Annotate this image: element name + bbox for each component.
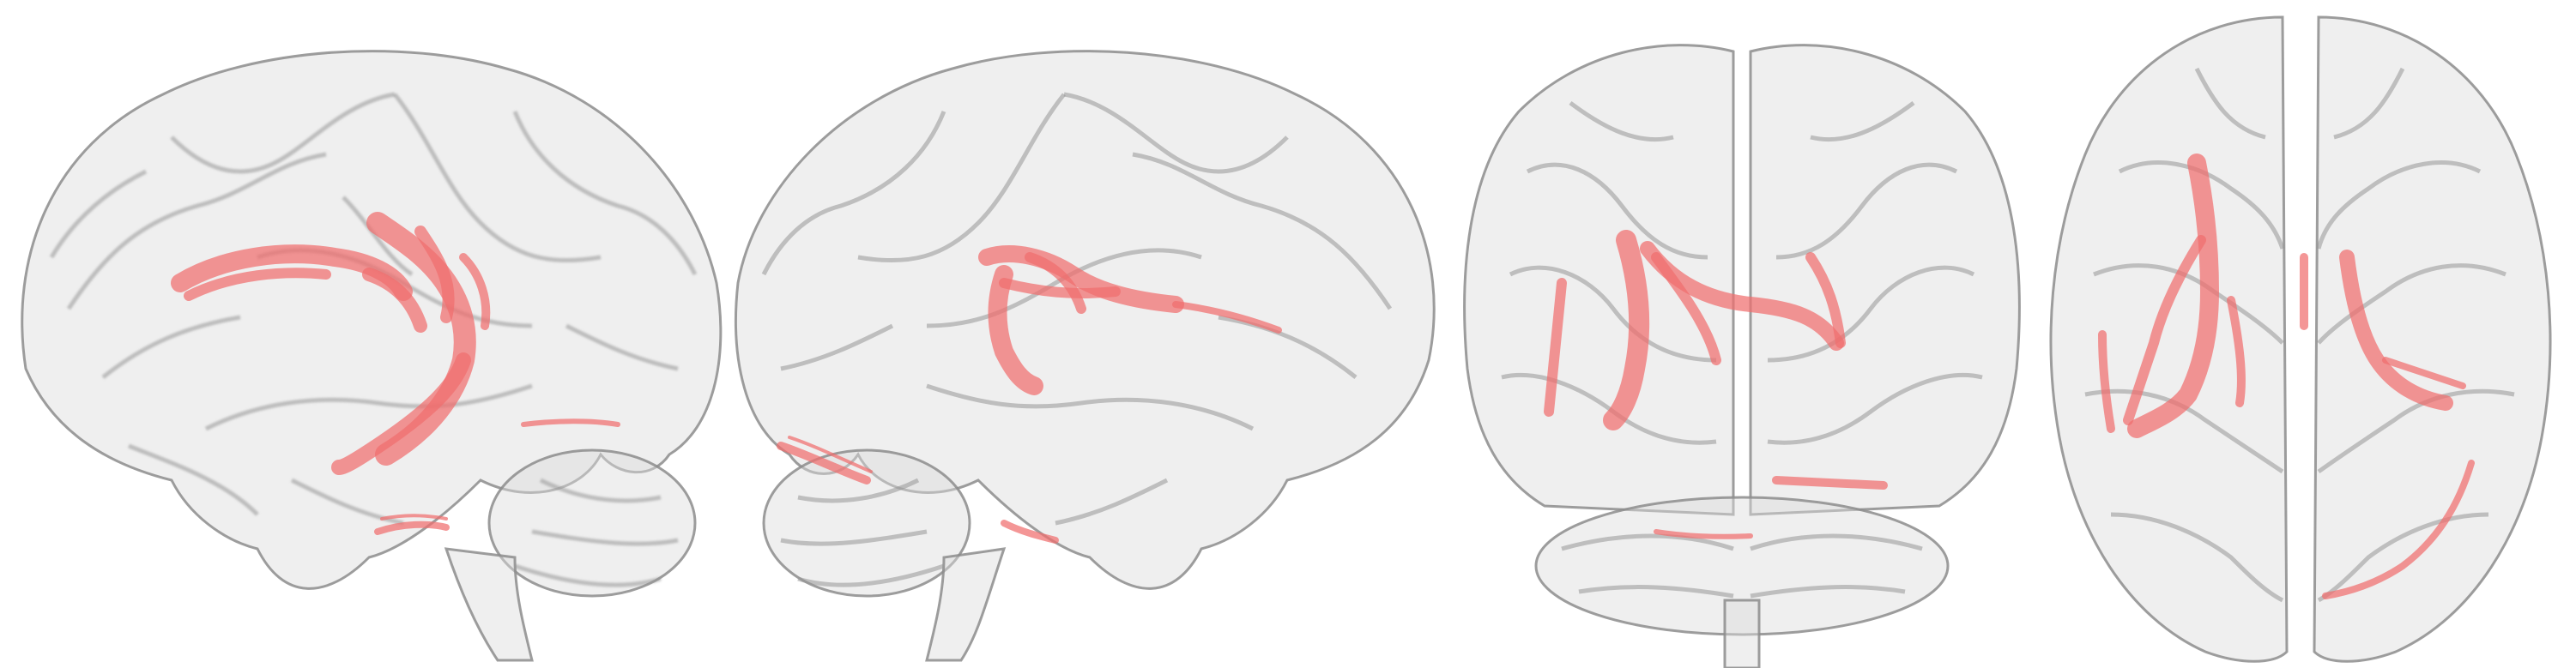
brain-render-posterior xyxy=(1463,44,2021,668)
brain-render-left-lateral xyxy=(21,50,723,662)
cerebellum xyxy=(762,448,971,598)
cerebellum xyxy=(487,448,697,598)
brain-view-posterior xyxy=(1450,0,2034,668)
cerebellum xyxy=(1534,496,1950,636)
white-matter-tracts xyxy=(1544,230,1888,539)
brain-view-right-lateral xyxy=(729,0,1442,668)
brain-surface xyxy=(2049,15,2552,663)
right-hemisphere xyxy=(1749,44,2021,516)
brainstem xyxy=(444,547,534,662)
white-matter-tracts xyxy=(171,212,620,535)
brainstem xyxy=(925,547,1007,662)
brain-view-left-lateral xyxy=(0,0,729,668)
brainstem xyxy=(1723,599,1761,668)
brain-surface xyxy=(21,50,723,662)
brain-render-superior xyxy=(2049,15,2552,663)
brain-render-right-lateral xyxy=(735,50,1436,662)
white-matter-tracts xyxy=(777,245,1282,544)
white-matter-tracts xyxy=(2098,153,2475,599)
right-hemisphere xyxy=(2313,15,2552,663)
brain-view-superior xyxy=(2025,0,2576,668)
left-hemisphere xyxy=(1463,44,1735,516)
brain-surface xyxy=(735,50,1436,662)
brain-surface xyxy=(1463,44,2021,668)
left-hemisphere xyxy=(2049,15,2289,663)
